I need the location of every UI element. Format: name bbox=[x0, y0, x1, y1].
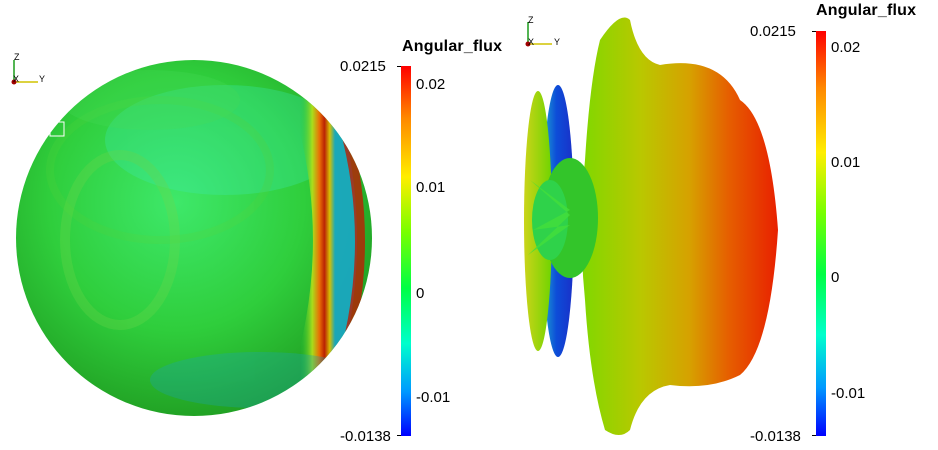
colorbar-min-label: -0.0138 bbox=[750, 428, 801, 445]
orientation-axes-widget: Z X Y bbox=[518, 16, 564, 56]
colorbar-tick-label: 0.02 bbox=[416, 76, 446, 93]
selection-box bbox=[49, 121, 65, 137]
left-view-panel[interactable]: Z X Y Angular_flux 0.0215 -0.0138 0.02 0… bbox=[0, 0, 502, 450]
axis-z-label: Z bbox=[14, 52, 20, 62]
sphere-render[interactable] bbox=[0, 0, 470, 450]
colorbar-max-label: 0.0215 bbox=[750, 23, 796, 40]
colorbar-tick-label: 0.01 bbox=[416, 179, 446, 196]
right-view-panel[interactable]: Z X Y Angular_flux 0.0215 -0.0138 0.02 0… bbox=[470, 0, 938, 450]
axes-triad-icon bbox=[11, 60, 38, 85]
axis-z-label: Z bbox=[528, 15, 534, 25]
colorbar-tick-label: 0.01 bbox=[831, 154, 861, 171]
axis-x-label: X bbox=[13, 74, 20, 84]
colorbar-tick-label: 0 bbox=[831, 269, 840, 286]
axes-triad-icon bbox=[525, 22, 552, 47]
orientation-axes-widget: Z X Y bbox=[8, 52, 48, 92]
colorbar-title: Angular_flux bbox=[402, 38, 503, 55]
colorbar-title: Angular_flux bbox=[816, 2, 917, 19]
colorbar-min-label: -0.0138 bbox=[340, 428, 391, 445]
axis-y-label: Y bbox=[39, 74, 46, 84]
colorbar-tick-label: -0.01 bbox=[831, 385, 866, 402]
axis-y-label: Y bbox=[554, 37, 561, 47]
colorbar-tick-label: 0 bbox=[416, 285, 425, 302]
colorbar-tick-label: 0.02 bbox=[831, 39, 861, 56]
lobe-surface-render[interactable] bbox=[470, 0, 938, 450]
colorbar-gradient bbox=[401, 66, 411, 436]
axis-x-label: X bbox=[528, 37, 535, 47]
colorbar-tick-label: -0.01 bbox=[416, 389, 451, 406]
colorbar-gradient bbox=[816, 31, 826, 436]
colorbar-max-label: 0.0215 bbox=[340, 58, 386, 75]
